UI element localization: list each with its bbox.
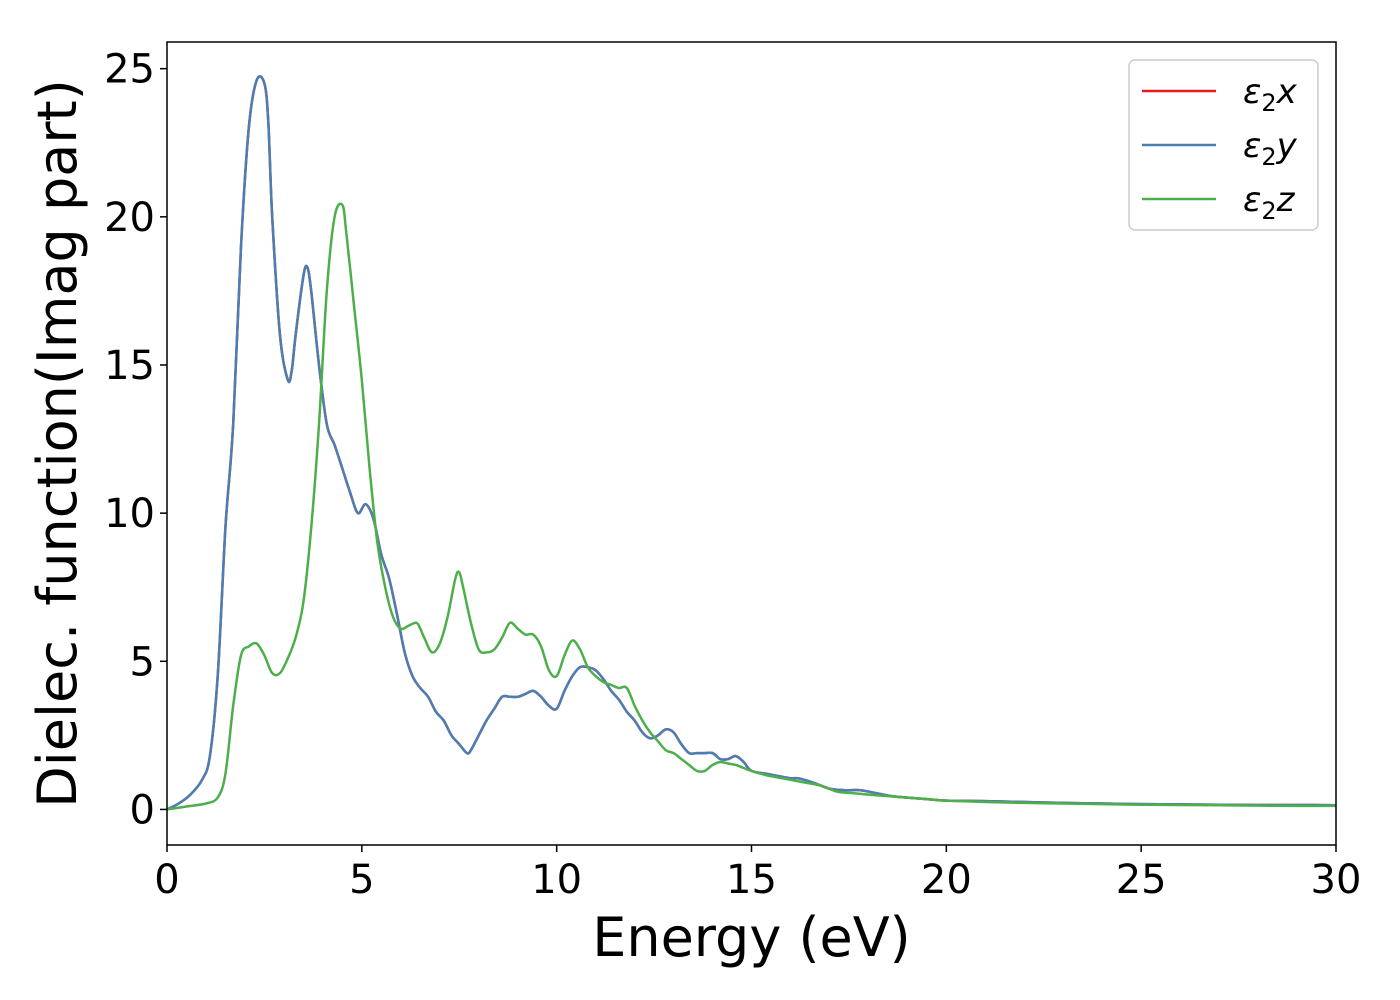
x-axis-ticks: 0 5 10 15 20 25 30 xyxy=(154,845,1361,903)
y-tick-label: 25 xyxy=(104,47,155,93)
y-tick-label: 20 xyxy=(104,195,155,241)
y-tick-label: 5 xyxy=(130,639,155,685)
x-tick-label: 15 xyxy=(726,857,777,903)
legend: ε2x ε2y ε2z xyxy=(1128,59,1319,231)
x-tick-label: 0 xyxy=(154,857,179,903)
x-tick-label: 5 xyxy=(349,857,374,903)
x-axis-label: Energy (eV) xyxy=(592,906,911,969)
x-tick-label: 10 xyxy=(531,857,582,903)
series-layer xyxy=(166,75,1337,811)
legend-label-y: ε2y xyxy=(1243,126,1298,171)
x-tick-label: 25 xyxy=(1116,857,1167,903)
legend-label-x: ε2x xyxy=(1243,72,1298,117)
x-tick-label: 20 xyxy=(921,857,972,903)
y-tick-label: 15 xyxy=(104,343,155,389)
y-axis-ticks: 0 5 10 15 20 25 xyxy=(104,47,167,833)
legend-box xyxy=(1128,59,1319,231)
y-tick-label: 10 xyxy=(104,491,155,537)
y-tick-label: 0 xyxy=(130,787,155,833)
y-axis-label: Dielec. function(Imag part) xyxy=(26,79,89,808)
x-tick-label: 30 xyxy=(1311,857,1362,903)
legend-label-z: ε2z xyxy=(1243,180,1296,225)
series-line-z xyxy=(166,202,1336,811)
